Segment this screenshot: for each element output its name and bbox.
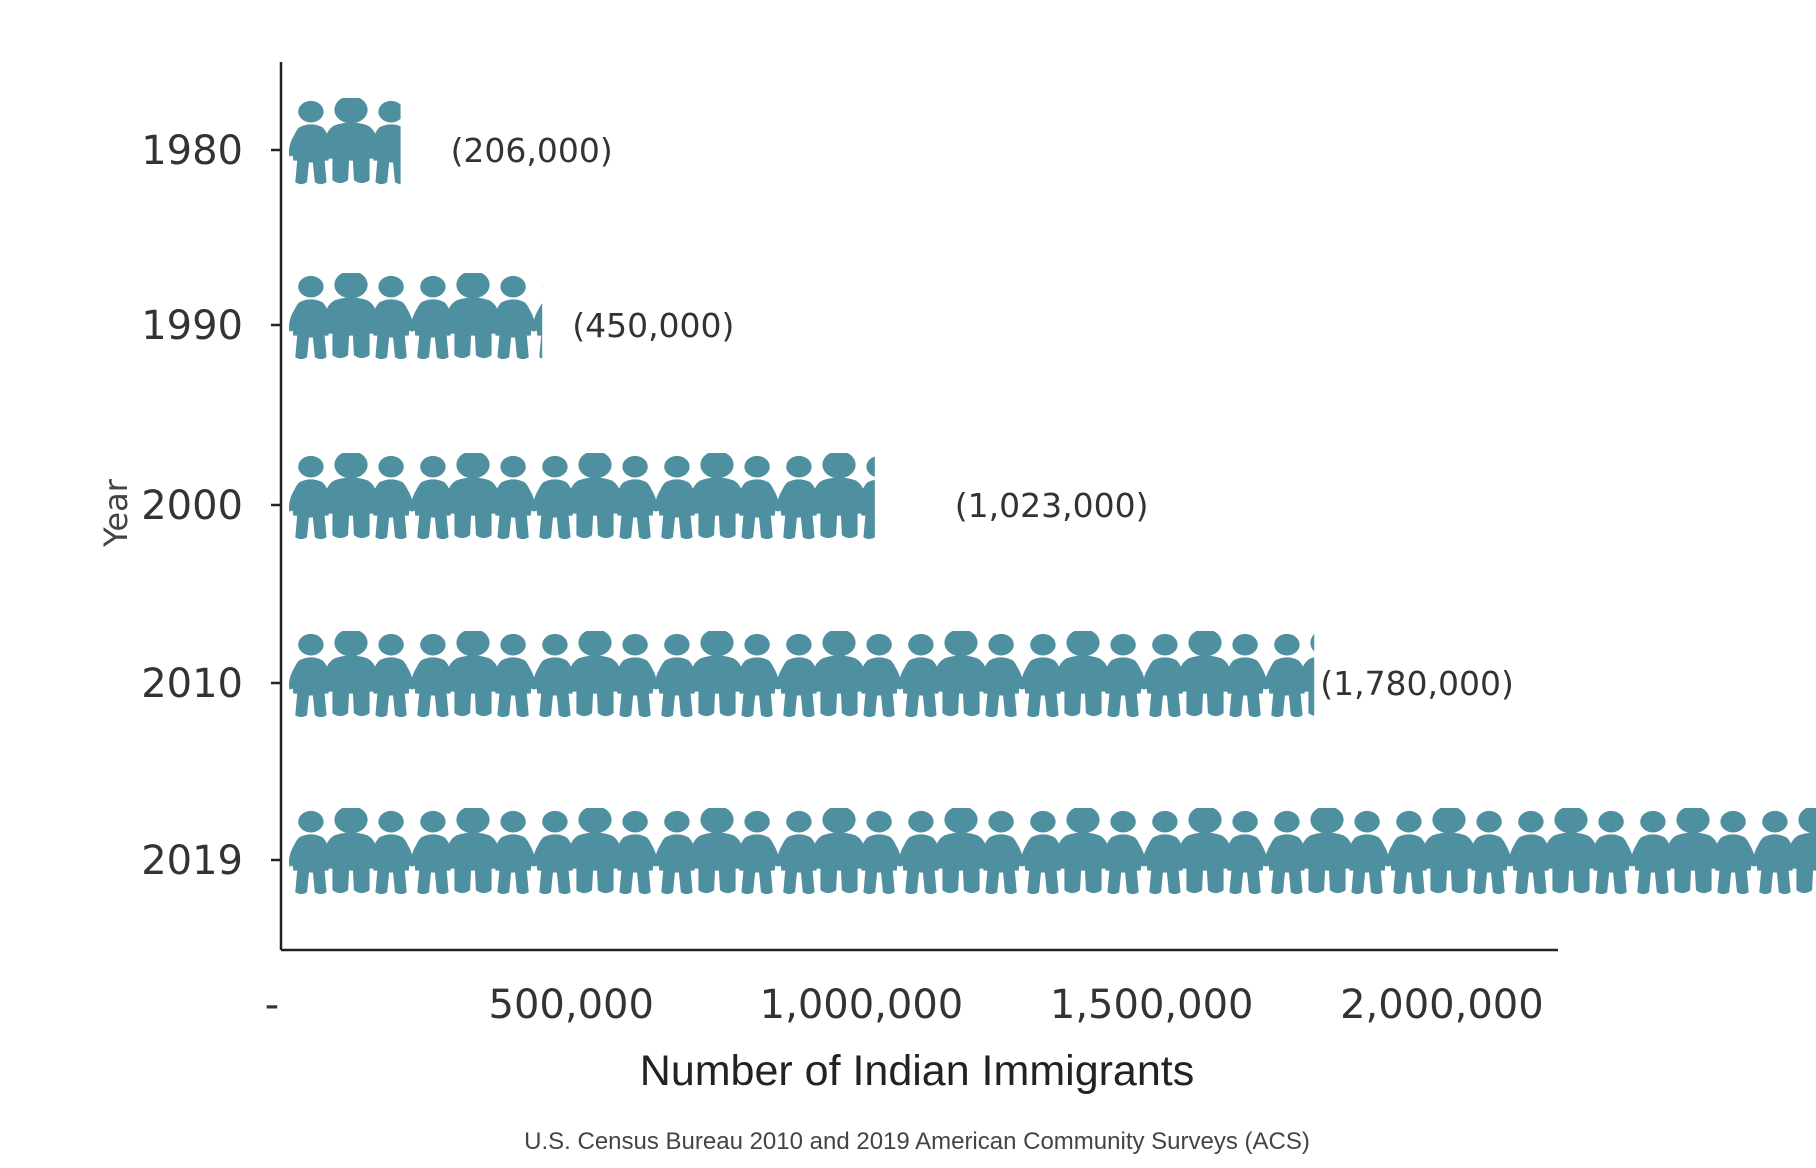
family-group-icon bbox=[289, 453, 413, 540]
data-label: (1,780,000) bbox=[1320, 664, 1514, 703]
family-group-icon bbox=[411, 273, 535, 360]
family-group-icon bbox=[1021, 808, 1145, 895]
y-tick-label: 2019 bbox=[141, 838, 243, 884]
family-group-icon bbox=[289, 808, 413, 895]
y-tick-label: 1990 bbox=[141, 303, 243, 349]
x-axis-title: Number of Indian Immigrants bbox=[640, 1047, 1194, 1095]
pictograph-bar bbox=[289, 808, 1816, 895]
family-group-icon bbox=[289, 631, 413, 718]
family-group-icon bbox=[655, 453, 779, 540]
family-group-icon bbox=[777, 808, 901, 895]
family-group-icon bbox=[1021, 631, 1145, 718]
x-axis-ticks: - 500,000 1,000,000 1,500,000 2,000,000 bbox=[265, 982, 1544, 1028]
family-group-icon bbox=[533, 631, 657, 718]
data-label: (450,000) bbox=[572, 306, 734, 345]
family-group-icon bbox=[411, 631, 535, 718]
family-group-icon bbox=[411, 808, 535, 895]
data-labels: (206,000) (450,000) (1,023,000) (1,780,000)… bbox=[451, 131, 1514, 703]
y-axis-ticks: 1980 1990 2000 2010 2019 bbox=[141, 128, 281, 884]
family-group-icon bbox=[1387, 808, 1511, 895]
family-group-icon bbox=[777, 453, 875, 540]
y-axis-title: Year bbox=[97, 478, 135, 548]
data-label: (1,023,000) bbox=[955, 486, 1149, 525]
data-label: (206,000) bbox=[451, 131, 613, 170]
family-group-icon bbox=[1265, 808, 1389, 895]
x-tick-label: 2,000,000 bbox=[1340, 982, 1544, 1028]
y-tick-label: 1980 bbox=[141, 128, 243, 174]
family-group-icon bbox=[289, 98, 401, 185]
family-group-icon bbox=[533, 453, 657, 540]
pictograph-bar bbox=[289, 631, 1315, 718]
family-group-icon bbox=[899, 808, 1023, 895]
family-group-icon bbox=[777, 631, 901, 718]
family-group-icon bbox=[1509, 808, 1633, 895]
y-tick-label: 2010 bbox=[141, 661, 243, 707]
y-tick-label: 2000 bbox=[141, 483, 243, 529]
x-tick-label: 500,000 bbox=[489, 982, 654, 1028]
family-group-icon bbox=[1753, 808, 1816, 895]
pictograph-bar bbox=[289, 98, 401, 185]
source-note: U.S. Census Bureau 2010 and 2019 America… bbox=[524, 1128, 1310, 1155]
family-group-icon bbox=[533, 808, 657, 895]
x-tick-label: - bbox=[265, 982, 279, 1028]
family-group-icon bbox=[1631, 808, 1755, 895]
x-tick-label: 1,500,000 bbox=[1050, 982, 1254, 1028]
family-group-icon bbox=[411, 453, 535, 540]
family-group-icon bbox=[655, 631, 779, 718]
family-group-icon bbox=[289, 273, 413, 360]
family-group-icon bbox=[899, 631, 1023, 718]
family-group-icon bbox=[1143, 631, 1267, 718]
family-group-icon bbox=[655, 808, 779, 895]
family-group-icon bbox=[1143, 808, 1267, 895]
pictograph-bar bbox=[289, 453, 875, 540]
x-tick-label: 1,000,000 bbox=[760, 982, 964, 1028]
